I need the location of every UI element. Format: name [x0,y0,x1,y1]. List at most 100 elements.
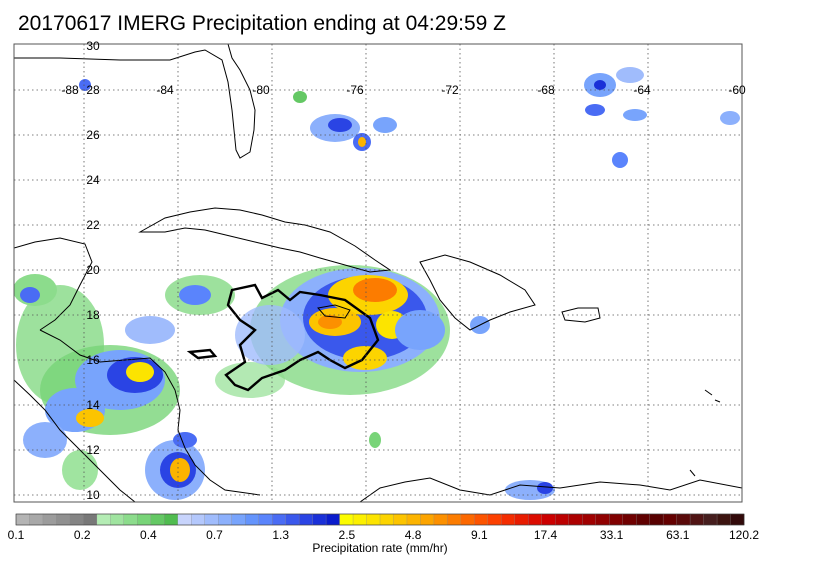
colorbar-cell [636,513,651,526]
map-frame [13,43,743,503]
colorbar-cell [474,513,489,526]
colorbar-frame [15,513,745,526]
lon-label: -80 [252,83,270,97]
colorbar-cell [568,513,583,526]
colorbar-cell [258,513,273,526]
colorbar-cell [339,513,354,526]
colorbar-tick-label: 0.4 [140,528,157,542]
colorbar-cell [352,513,367,526]
lon-label: -88 [61,83,79,97]
colorbar-cell [285,513,300,526]
lat-label: 12 [86,443,100,457]
colorbar-cell [689,513,705,526]
colorbar-cell [379,513,394,526]
rain-central-caribbean [235,265,450,395]
cuba-coast [138,207,392,273]
colorbar-tick-label: 0.2 [74,528,91,542]
lat-label: 26 [86,128,100,142]
colorbar-tick-label: 63.1 [666,528,690,542]
colorbar-cell [582,513,597,526]
colorbar-cell [676,513,691,526]
colorbar-cell [271,513,287,526]
colorbar-cell [325,513,341,526]
colorbar-tick-label: 120.2 [729,528,759,542]
colorbar-cell [447,513,462,526]
colorbar-cell [110,513,125,526]
colorbar-cell [406,513,421,526]
colorbar-cell [312,513,327,526]
colorbar-tick-label: 0.1 [8,528,25,542]
colorbar-cell [231,513,246,526]
lon-label: -84 [156,83,174,97]
colorbar-cell [137,513,152,526]
colorbar-tick-label: 0.7 [206,528,223,542]
map-title: 20170617 IMERG Precipitation ending at 0… [18,12,506,35]
longitude-labels: -88 -84 -80 -76 -72 -68 -64 -60 [61,83,746,97]
hispaniola-coast [419,254,536,331]
central-america-coast [39,329,261,496]
colorbar-cell [298,513,314,526]
colorbar-cell [96,513,111,526]
lat-label: 24 [86,173,100,187]
colorbar-tick-label: 2.5 [339,528,356,542]
lat-label: 20 [86,263,100,277]
colorbar-cell [177,513,192,526]
storm-contour [186,283,380,392]
colorbar-cell [83,513,98,526]
lat-label: 28 [86,83,100,97]
colorbar-cell [15,513,30,526]
lon-label: -64 [633,83,651,97]
colorbar-cell [541,513,556,526]
colorbar-cell [69,513,84,526]
colorbar-cell [528,513,543,526]
lon-label: -76 [346,83,364,97]
colorbar-cell [555,513,570,526]
colorbar-cell [56,513,71,526]
lat-label: 30 [86,39,100,53]
lon-label: -60 [728,83,746,97]
colorbar-cell [191,513,206,526]
lon-label: -72 [441,83,459,97]
colorbar-tick-label: 33.1 [600,528,624,542]
colorbar-cell [501,513,516,526]
colorbar-cell [150,513,165,526]
lat-label: 16 [86,353,100,367]
colorbar-cell [730,513,745,526]
colorbar-tick-label: 4.8 [405,528,422,542]
colorbar-label: Precipitation rate (mm/hr) [312,541,448,555]
colorbar-cell [245,513,260,526]
florida-coast [14,44,256,159]
lesser-antilles [689,389,721,477]
latitude-labels: 30 28 26 24 22 20 18 16 14 12 10 [86,39,100,502]
colorbar-cell [703,513,718,526]
colorbar-cell [460,513,475,526]
colorbar-ticks: 0.1 0.2 0.4 0.7 1.3 2.5 4.8 9.1 17.4 33.1 63.1 120.… [8,528,760,542]
colorbar-cell [514,513,529,526]
puerto-rico-coast [561,307,601,323]
lat-label: 10 [86,488,100,502]
lon-label: -68 [537,83,555,97]
colorbar-cell [609,513,624,526]
colorbar-cell [164,513,179,526]
lat-label: 22 [86,218,100,232]
colorbar-cell [420,513,435,526]
colorbar-cell [393,513,408,526]
colorbar-cell [716,513,731,526]
jamaica-coast [317,304,351,319]
colorbar-tick-label: 17.4 [534,528,558,542]
lat-label: 14 [86,398,100,412]
rain-western-caribbean [125,275,285,398]
colorbar-cell [622,513,637,526]
colorbar-cell [433,513,448,526]
lat-label: 18 [86,308,100,322]
colorbar-cell [123,513,138,526]
honduras-coast [14,379,136,502]
colorbar-cell [218,513,233,526]
colorbar-cell [42,513,57,526]
colorbar-cell [487,513,502,526]
colorbar-tick-label: 9.1 [471,528,488,542]
colorbar-tick-label: 1.3 [272,528,289,542]
colorbar-cell [595,513,610,526]
colorbar-cells [15,513,745,526]
